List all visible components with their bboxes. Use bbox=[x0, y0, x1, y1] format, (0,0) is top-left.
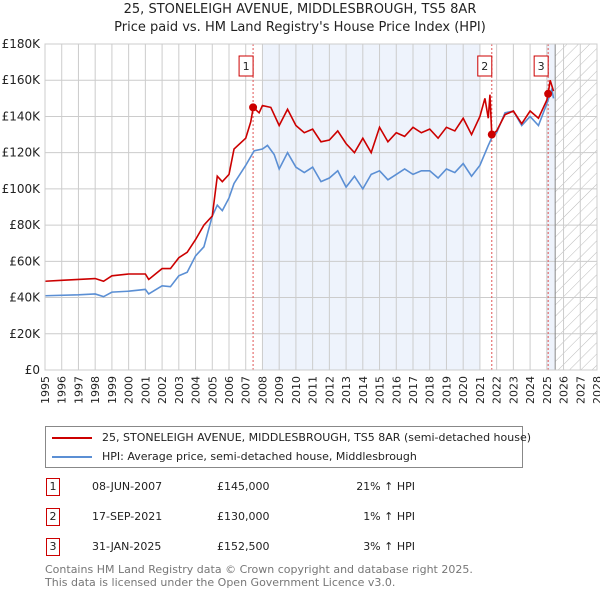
sale-date: 31-JAN-2025 bbox=[92, 540, 162, 553]
price-chart: 1995 1996 1997 1998 1999 2000 2001 2002 2003 2004… bbox=[2, 37, 600, 404]
sale-label: 3 bbox=[538, 60, 545, 73]
hpi-line bbox=[44, 86, 555, 298]
footer-line: Contains HM Land Registry data © Crown c… bbox=[45, 563, 473, 576]
y-tick-label: £180K bbox=[2, 37, 42, 51]
x-tick-label: 1996 bbox=[56, 376, 69, 404]
forecast-hatch bbox=[555, 44, 597, 370]
x-tick-label: 2022 bbox=[491, 376, 504, 404]
sale-point bbox=[544, 89, 553, 98]
x-tick-label: 2027 bbox=[574, 376, 587, 404]
sale-date: 08-JUN-2007 bbox=[92, 480, 163, 493]
x-tick-label: 2003 bbox=[173, 376, 186, 404]
sale-price: £152,500 bbox=[217, 540, 270, 553]
sale-label-box bbox=[238, 55, 254, 77]
x-tick-label: 2018 bbox=[424, 376, 437, 404]
x-tick-label: 2026 bbox=[558, 376, 571, 404]
y-tick-label: £20K bbox=[9, 327, 41, 341]
legend-label: 25, STONELEIGH AVENUE, MIDDLESBROUGH, TS… bbox=[102, 431, 532, 444]
x-tick-label: 2028 bbox=[591, 376, 600, 404]
x-tick-label: 1999 bbox=[106, 376, 119, 404]
y-tick-label: £140K bbox=[2, 109, 42, 123]
x-tick-label: 2009 bbox=[273, 376, 286, 404]
x-tick-label: 2025 bbox=[541, 376, 554, 404]
legend-item-hpi: HPI: Average price, semi-detached house,… bbox=[52, 450, 417, 463]
plot-border bbox=[44, 43, 598, 371]
x-tick-label: 2005 bbox=[206, 376, 219, 404]
x-tick-label: 2011 bbox=[307, 376, 320, 404]
sale-row: 1 08-JUN-2007 £145,000 21% ↑ HPI bbox=[45, 478, 600, 496]
sale-price: £145,000 bbox=[217, 480, 270, 493]
sale-price: £130,000 bbox=[217, 510, 270, 523]
sale-date: 17-SEP-2021 bbox=[92, 510, 163, 523]
property-price-line bbox=[44, 79, 555, 283]
x-tick-label: 2016 bbox=[390, 376, 403, 404]
red-line-swatch bbox=[52, 436, 92, 439]
legend-item-property: 25, STONELEIGH AVENUE, MIDDLESBROUGH, TS… bbox=[52, 431, 531, 444]
sale-label: 2 bbox=[481, 60, 488, 73]
y-tick-label: £0 bbox=[25, 363, 40, 377]
chart-title: 25, STONELEIGH AVENUE, MIDDLESBROUGH, TS… bbox=[123, 2, 477, 17]
y-tick-label: £100K bbox=[2, 182, 42, 196]
y-tick-label: £60K bbox=[9, 254, 41, 268]
sale-label-box bbox=[477, 55, 493, 77]
blue-line-swatch bbox=[52, 455, 92, 458]
x-tick-label: 2020 bbox=[457, 376, 470, 404]
sale-hpi-diff: 3% ↑ HPI bbox=[363, 540, 415, 553]
sale-row: 2 17-SEP-2021 £130,000 1% ↑ HPI bbox=[45, 508, 600, 526]
sale-hpi-diff: 1% ↑ HPI bbox=[363, 510, 415, 523]
x-tick-label: 2010 bbox=[290, 376, 303, 404]
sale-point bbox=[487, 130, 496, 139]
sale-marker-badge: 3 bbox=[46, 538, 60, 556]
x-tick-label: 2004 bbox=[190, 376, 203, 404]
x-tick-label: 1998 bbox=[89, 376, 102, 404]
y-tick-label: £40K bbox=[9, 291, 41, 305]
x-tick-label: 1995 bbox=[39, 376, 52, 404]
x-tick-label: 2015 bbox=[374, 376, 387, 404]
x-tick-label: 2014 bbox=[357, 376, 370, 404]
sale-label-box bbox=[533, 55, 549, 77]
chart-subtitle: Price paid vs. HM Land Registry's House … bbox=[114, 20, 486, 35]
footer: Contains HM Land Registry data © Crown c… bbox=[45, 563, 473, 589]
x-tick-label: 2001 bbox=[139, 376, 152, 404]
footer-line: This data is licensed under the Open Gov… bbox=[45, 576, 396, 589]
x-tick-label: 1997 bbox=[72, 376, 85, 404]
x-tick-label: 2024 bbox=[524, 376, 537, 404]
sale-label: 1 bbox=[243, 60, 250, 73]
shaded-period bbox=[546, 44, 556, 370]
y-tick-label: £80K bbox=[9, 218, 41, 232]
y-tick-label: £160K bbox=[2, 73, 42, 87]
sale-marker-badge: 2 bbox=[46, 508, 60, 526]
sale-point bbox=[249, 103, 258, 112]
x-tick-label: 2021 bbox=[474, 376, 487, 404]
sale-row: 3 31-JAN-2025 £152,500 3% ↑ HPI bbox=[45, 538, 600, 556]
x-tick-label: 2023 bbox=[507, 376, 520, 404]
x-tick-label: 2002 bbox=[156, 376, 169, 404]
x-tick-label: 2000 bbox=[123, 376, 136, 404]
legend: 25, STONELEIGH AVENUE, MIDDLESBROUGH, TS… bbox=[45, 426, 531, 468]
x-tick-label: 2008 bbox=[256, 376, 269, 404]
sale-hpi-diff: 21% ↑ HPI bbox=[356, 480, 415, 493]
x-tick-label: 2017 bbox=[407, 376, 420, 404]
x-tick-label: 2012 bbox=[323, 376, 336, 404]
legend-label: HPI: Average price, semi-detached house,… bbox=[102, 450, 417, 463]
sale-marker-badge: 1 bbox=[46, 478, 60, 496]
x-tick-label: 2007 bbox=[240, 376, 253, 404]
y-tick-label: £120K bbox=[2, 146, 42, 160]
x-tick-label: 2013 bbox=[340, 376, 353, 404]
x-tick-label: 2006 bbox=[223, 376, 236, 404]
shaded-period bbox=[262, 44, 480, 370]
x-tick-label: 2019 bbox=[440, 376, 453, 404]
